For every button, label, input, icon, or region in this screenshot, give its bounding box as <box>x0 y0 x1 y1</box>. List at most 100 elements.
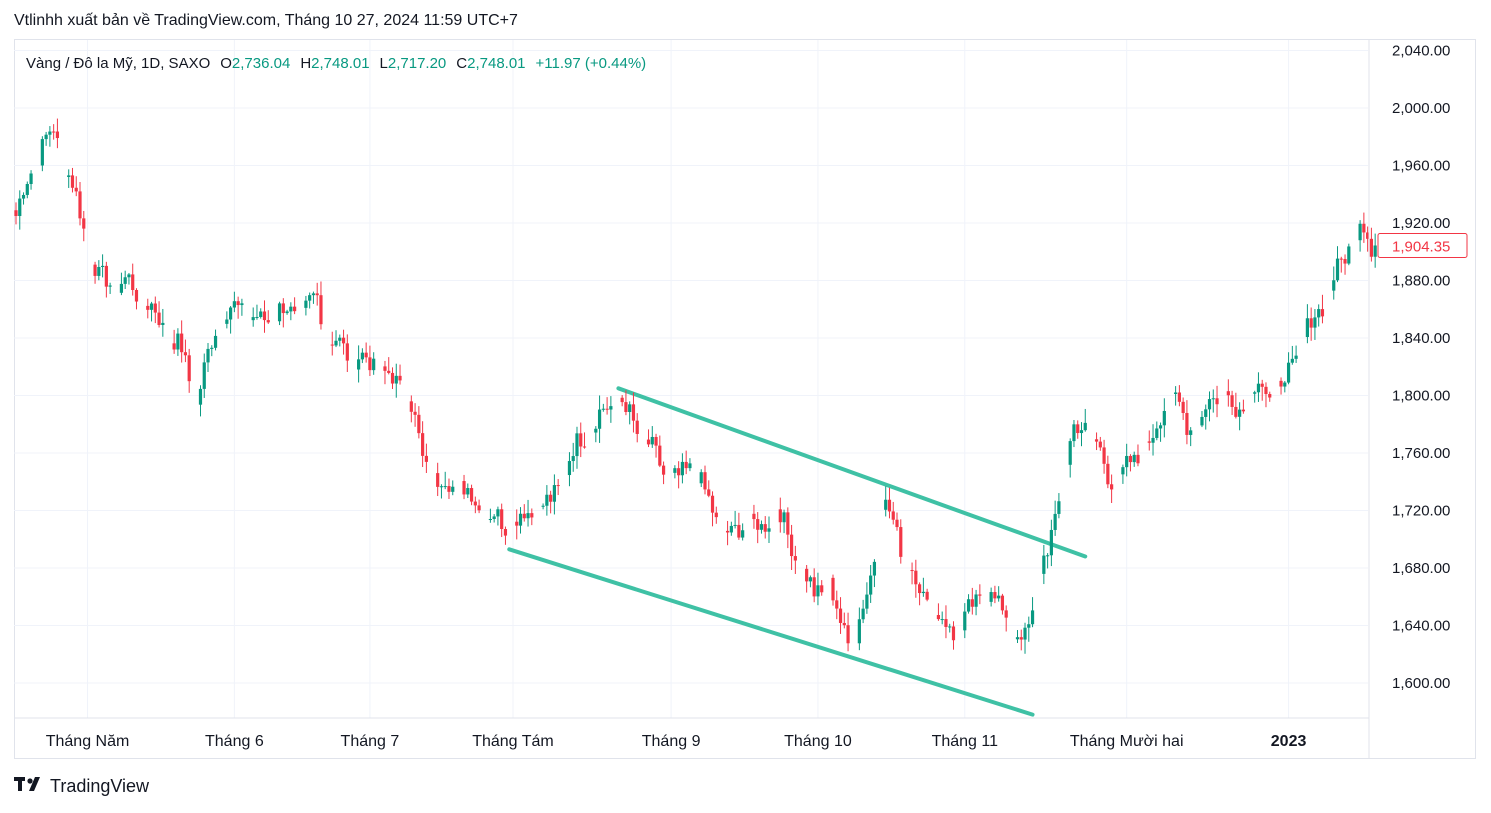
candle <box>236 296 240 319</box>
candle <box>240 298 244 316</box>
candle-body <box>29 173 33 185</box>
candle-body <box>910 570 914 572</box>
candle <box>1004 605 1008 632</box>
candle-body <box>334 340 338 346</box>
candle <box>488 508 492 523</box>
candle-body <box>183 352 188 356</box>
candle-body <box>1290 358 1294 363</box>
candle-body <box>1369 238 1373 257</box>
candle-body <box>805 568 809 582</box>
candle-body <box>1000 595 1005 611</box>
candle-body <box>1309 318 1313 328</box>
candle-body <box>413 411 417 415</box>
candle <box>1106 455 1110 489</box>
candle-body <box>25 184 29 195</box>
candle <box>119 272 124 296</box>
candle <box>1241 399 1245 414</box>
candle <box>372 352 376 375</box>
candle-body <box>1057 501 1061 514</box>
candle-body <box>1264 386 1268 395</box>
candle <box>756 512 760 544</box>
candle <box>620 395 624 407</box>
lower-channel-line[interactable] <box>507 547 1035 717</box>
symbol-label[interactable]: Vàng / Đô la Mỹ, 1D, SAXO <box>26 55 211 72</box>
candle-body <box>1177 392 1181 402</box>
candle <box>277 301 282 326</box>
candle-body <box>1136 454 1140 464</box>
candle-body <box>918 584 922 594</box>
candle-body <box>157 312 161 325</box>
candle <box>963 603 967 639</box>
candle <box>1042 544 1046 585</box>
candle-body <box>710 495 715 513</box>
candle-body <box>936 615 941 620</box>
candle <box>1110 474 1114 504</box>
candle-body <box>161 322 165 325</box>
candle <box>646 429 651 448</box>
candle <box>304 295 308 316</box>
candle-body <box>1023 627 1027 640</box>
candle-body <box>1042 555 1046 574</box>
candle <box>97 260 101 281</box>
candle-body <box>1162 410 1166 426</box>
candle-body <box>733 524 737 526</box>
y-tick-label: 1,960.00 <box>1392 158 1450 175</box>
candle-body <box>1027 624 1031 628</box>
candle <box>500 503 504 538</box>
candle <box>677 461 681 489</box>
candle-body <box>899 527 903 557</box>
candle-body <box>522 513 526 519</box>
candle <box>341 329 346 355</box>
candle-body <box>620 397 624 403</box>
candle <box>816 572 820 606</box>
candle-body <box>556 485 560 487</box>
candle <box>767 516 771 544</box>
candle-body <box>752 513 756 520</box>
time-axis: Tháng Năm Tháng 6 Tháng 7 Tháng Tám Tháng 9 T… <box>14 717 1369 750</box>
candle-body <box>808 577 813 582</box>
candle-body <box>285 311 289 314</box>
candle <box>198 385 203 417</box>
candle <box>1121 464 1125 484</box>
candle <box>398 364 402 385</box>
candle <box>1147 430 1151 451</box>
candle-body <box>1253 392 1257 394</box>
upper-channel-line[interactable] <box>616 386 1088 559</box>
candle <box>311 291 316 304</box>
candle-body <box>210 347 214 349</box>
candle <box>394 363 398 398</box>
candle-body <box>1098 441 1102 448</box>
candle-body <box>52 131 56 133</box>
candle-body <box>778 509 782 523</box>
candle-body <box>330 344 334 346</box>
candle-body <box>1268 394 1272 398</box>
candle-body <box>149 303 154 310</box>
candle-body <box>436 473 440 487</box>
candle <box>1332 266 1336 300</box>
candle <box>1268 391 1272 402</box>
candle-body <box>225 319 229 324</box>
candle-body <box>119 283 124 293</box>
candle <box>1057 493 1061 519</box>
x-tick-label: Tháng 6 <box>205 733 264 750</box>
tradingview-brand[interactable]: TradingView <box>14 776 149 797</box>
candle <box>650 426 654 448</box>
candle-body <box>462 481 466 495</box>
candle-body <box>1121 467 1125 475</box>
candle <box>789 524 794 571</box>
candle <box>213 329 218 351</box>
candle-body <box>364 352 368 358</box>
chart-frame[interactable] <box>14 39 1476 759</box>
candle-body <box>1106 463 1110 485</box>
candle <box>424 443 428 473</box>
candle <box>78 182 82 226</box>
candle <box>884 486 888 517</box>
candle-body <box>48 131 52 135</box>
open-label: O <box>220 55 232 72</box>
candle-body <box>338 337 342 341</box>
candle <box>1317 304 1321 327</box>
candle <box>710 491 715 527</box>
candle <box>82 210 86 242</box>
candle-body <box>232 301 236 308</box>
